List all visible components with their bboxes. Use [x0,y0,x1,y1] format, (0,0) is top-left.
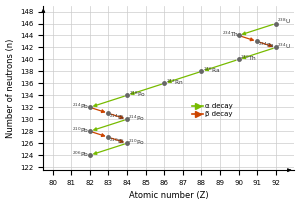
Text: $^{234}$U: $^{234}$U [277,41,291,51]
Text: $^{214}$Pb: $^{214}$Pb [72,102,89,111]
Text: $^{214}$Bi: $^{214}$Bi [110,113,124,122]
Text: $^{234}$Th: $^{234}$Th [222,29,239,39]
Text: $^{238}$U: $^{238}$U [277,17,291,26]
Text: $^{222}$Rn: $^{222}$Rn [166,77,183,87]
Legend: α decay, β decay: α decay, β decay [193,103,233,117]
Text: $^{210}$Pb: $^{210}$Pb [72,125,89,135]
Text: $^{218}$Po: $^{218}$Po [128,89,146,99]
Text: $^{210}$Po: $^{210}$Po [128,137,145,147]
Text: $^{214}$Po: $^{214}$Po [128,114,145,123]
Text: $^{230}$Th: $^{230}$Th [240,54,257,63]
X-axis label: Atomic number (Z): Atomic number (Z) [129,191,209,200]
Y-axis label: Number of neutrons (n): Number of neutrons (n) [6,38,15,138]
Text: $^{206}$Pb: $^{206}$Pb [72,149,89,159]
Text: $^{226}$Ra: $^{226}$Ra [203,66,220,75]
Text: $^{210}$Bi: $^{210}$Bi [110,137,124,146]
Text: $^{234}$Pa: $^{234}$Pa [258,41,275,50]
